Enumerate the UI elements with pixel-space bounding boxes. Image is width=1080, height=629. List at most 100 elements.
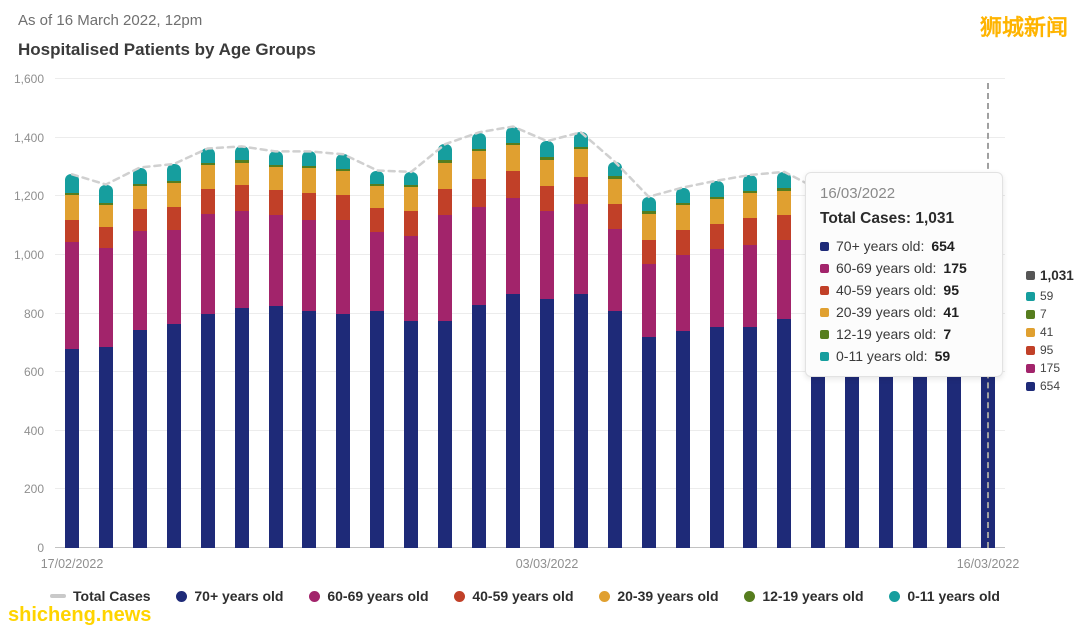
bar-segment[interactable] bbox=[641, 240, 656, 264]
bar-segment[interactable] bbox=[65, 194, 79, 220]
bar-stack[interactable] bbox=[539, 141, 554, 548]
bar-stack[interactable] bbox=[166, 164, 181, 548]
bar-segment[interactable] bbox=[777, 172, 792, 189]
bar-segment[interactable] bbox=[539, 186, 554, 211]
bar-segment[interactable] bbox=[336, 313, 351, 548]
bar-segment[interactable] bbox=[404, 235, 419, 321]
bar-segment[interactable] bbox=[743, 193, 758, 219]
bar-segment[interactable] bbox=[302, 310, 317, 548]
bar-segment[interactable] bbox=[132, 231, 147, 330]
bar-segment[interactable] bbox=[268, 166, 283, 191]
bar-segment[interactable] bbox=[268, 215, 283, 307]
bar-04/03/2022[interactable] bbox=[573, 132, 588, 548]
bar-segment[interactable] bbox=[370, 170, 385, 184]
bar-segment[interactable] bbox=[709, 199, 724, 225]
bar-21/02/2022[interactable] bbox=[200, 148, 215, 548]
bar-stack[interactable] bbox=[472, 132, 487, 548]
bar-segment[interactable] bbox=[539, 159, 554, 187]
bar-segment[interactable] bbox=[404, 210, 419, 236]
bar-18/02/2022[interactable] bbox=[98, 184, 113, 548]
bar-segment[interactable] bbox=[913, 331, 928, 548]
bar-segment[interactable] bbox=[98, 184, 113, 203]
bar-segment[interactable] bbox=[607, 161, 622, 177]
bar-stack[interactable] bbox=[777, 172, 792, 548]
bar-10/03/2022[interactable] bbox=[777, 172, 792, 548]
bar-segment[interactable] bbox=[641, 213, 656, 241]
bar-segment[interactable] bbox=[200, 188, 215, 214]
bar-19/02/2022[interactable] bbox=[132, 167, 147, 548]
bar-24/02/2022[interactable] bbox=[302, 151, 317, 548]
bar-segment[interactable] bbox=[404, 171, 419, 186]
bar-segment[interactable] bbox=[268, 190, 283, 216]
bar-segment[interactable] bbox=[675, 205, 690, 231]
bar-20/02/2022[interactable] bbox=[166, 164, 181, 548]
bar-segment[interactable] bbox=[404, 320, 419, 548]
bar-segment[interactable] bbox=[777, 240, 792, 320]
bar-09/03/2022[interactable] bbox=[743, 174, 758, 548]
bar-segment[interactable] bbox=[132, 167, 147, 184]
bar-stack[interactable] bbox=[336, 154, 351, 548]
bar-stack[interactable] bbox=[200, 148, 215, 548]
bar-stack[interactable] bbox=[438, 144, 453, 548]
bar-segment[interactable] bbox=[65, 219, 79, 242]
bar-stack[interactable] bbox=[607, 161, 622, 548]
bar-segment[interactable] bbox=[370, 208, 385, 232]
bar-segment[interactable] bbox=[539, 298, 554, 548]
bar-06/03/2022[interactable] bbox=[641, 196, 656, 548]
bar-segment[interactable] bbox=[200, 148, 215, 164]
bar-segment[interactable] bbox=[370, 231, 385, 311]
legend-item-60-69-years-old[interactable]: 60-69 years old bbox=[309, 588, 429, 604]
bar-segment[interactable] bbox=[505, 197, 520, 295]
bar-segment[interactable] bbox=[404, 187, 419, 211]
bar-segment[interactable] bbox=[166, 230, 181, 324]
bar-segment[interactable] bbox=[743, 218, 758, 245]
bar-segment[interactable] bbox=[743, 326, 758, 548]
bar-segment[interactable] bbox=[370, 310, 385, 548]
bar-segment[interactable] bbox=[370, 186, 385, 209]
bar-segment[interactable] bbox=[879, 325, 894, 548]
bar-segment[interactable] bbox=[336, 154, 351, 170]
bar-segment[interactable] bbox=[777, 190, 792, 216]
bar-segment[interactable] bbox=[505, 144, 520, 172]
bar-segment[interactable] bbox=[302, 219, 317, 311]
bar-segment[interactable] bbox=[438, 144, 453, 161]
bar-segment[interactable] bbox=[98, 205, 113, 228]
bar-stack[interactable] bbox=[675, 187, 690, 548]
bar-segment[interactable] bbox=[607, 203, 622, 229]
bar-segment[interactable] bbox=[302, 193, 317, 220]
bar-07/03/2022[interactable] bbox=[675, 187, 690, 548]
bar-segment[interactable] bbox=[472, 304, 487, 548]
bar-segment[interactable] bbox=[607, 178, 622, 204]
bar-stack[interactable] bbox=[268, 151, 283, 548]
bar-17/02/2022[interactable] bbox=[65, 174, 79, 548]
bar-segment[interactable] bbox=[200, 165, 215, 189]
bar-22/02/2022[interactable] bbox=[234, 146, 249, 548]
bar-segment[interactable] bbox=[166, 164, 181, 181]
legend-item-12-19-years-old[interactable]: 12-19 years old bbox=[744, 588, 864, 604]
bar-segment[interactable] bbox=[675, 331, 690, 548]
bar-segment[interactable] bbox=[539, 141, 554, 158]
bar-stack[interactable] bbox=[573, 132, 588, 548]
bar-28/02/2022[interactable] bbox=[438, 144, 453, 548]
bar-segment[interactable] bbox=[438, 188, 453, 216]
bar-segment[interactable] bbox=[268, 306, 283, 548]
bar-25/02/2022[interactable] bbox=[336, 154, 351, 548]
bar-segment[interactable] bbox=[336, 194, 351, 220]
bar-05/03/2022[interactable] bbox=[607, 161, 622, 548]
bar-segment[interactable] bbox=[505, 171, 520, 198]
bar-segment[interactable] bbox=[641, 196, 656, 212]
bar-segment[interactable] bbox=[200, 213, 215, 314]
bar-segment[interactable] bbox=[777, 215, 792, 241]
bar-segment[interactable] bbox=[132, 185, 147, 210]
legend-item-40-59-years-old[interactable]: 40-59 years old bbox=[454, 588, 574, 604]
bar-stack[interactable] bbox=[709, 180, 724, 548]
bar-segment[interactable] bbox=[709, 249, 724, 327]
bar-segment[interactable] bbox=[166, 323, 181, 548]
bar-segment[interactable] bbox=[675, 187, 690, 203]
bar-segment[interactable] bbox=[472, 206, 487, 305]
bar-stack[interactable] bbox=[98, 184, 113, 548]
bar-segment[interactable] bbox=[438, 320, 453, 548]
bar-segment[interactable] bbox=[234, 146, 249, 161]
bar-segment[interactable] bbox=[472, 178, 487, 207]
bar-stack[interactable] bbox=[302, 151, 317, 548]
